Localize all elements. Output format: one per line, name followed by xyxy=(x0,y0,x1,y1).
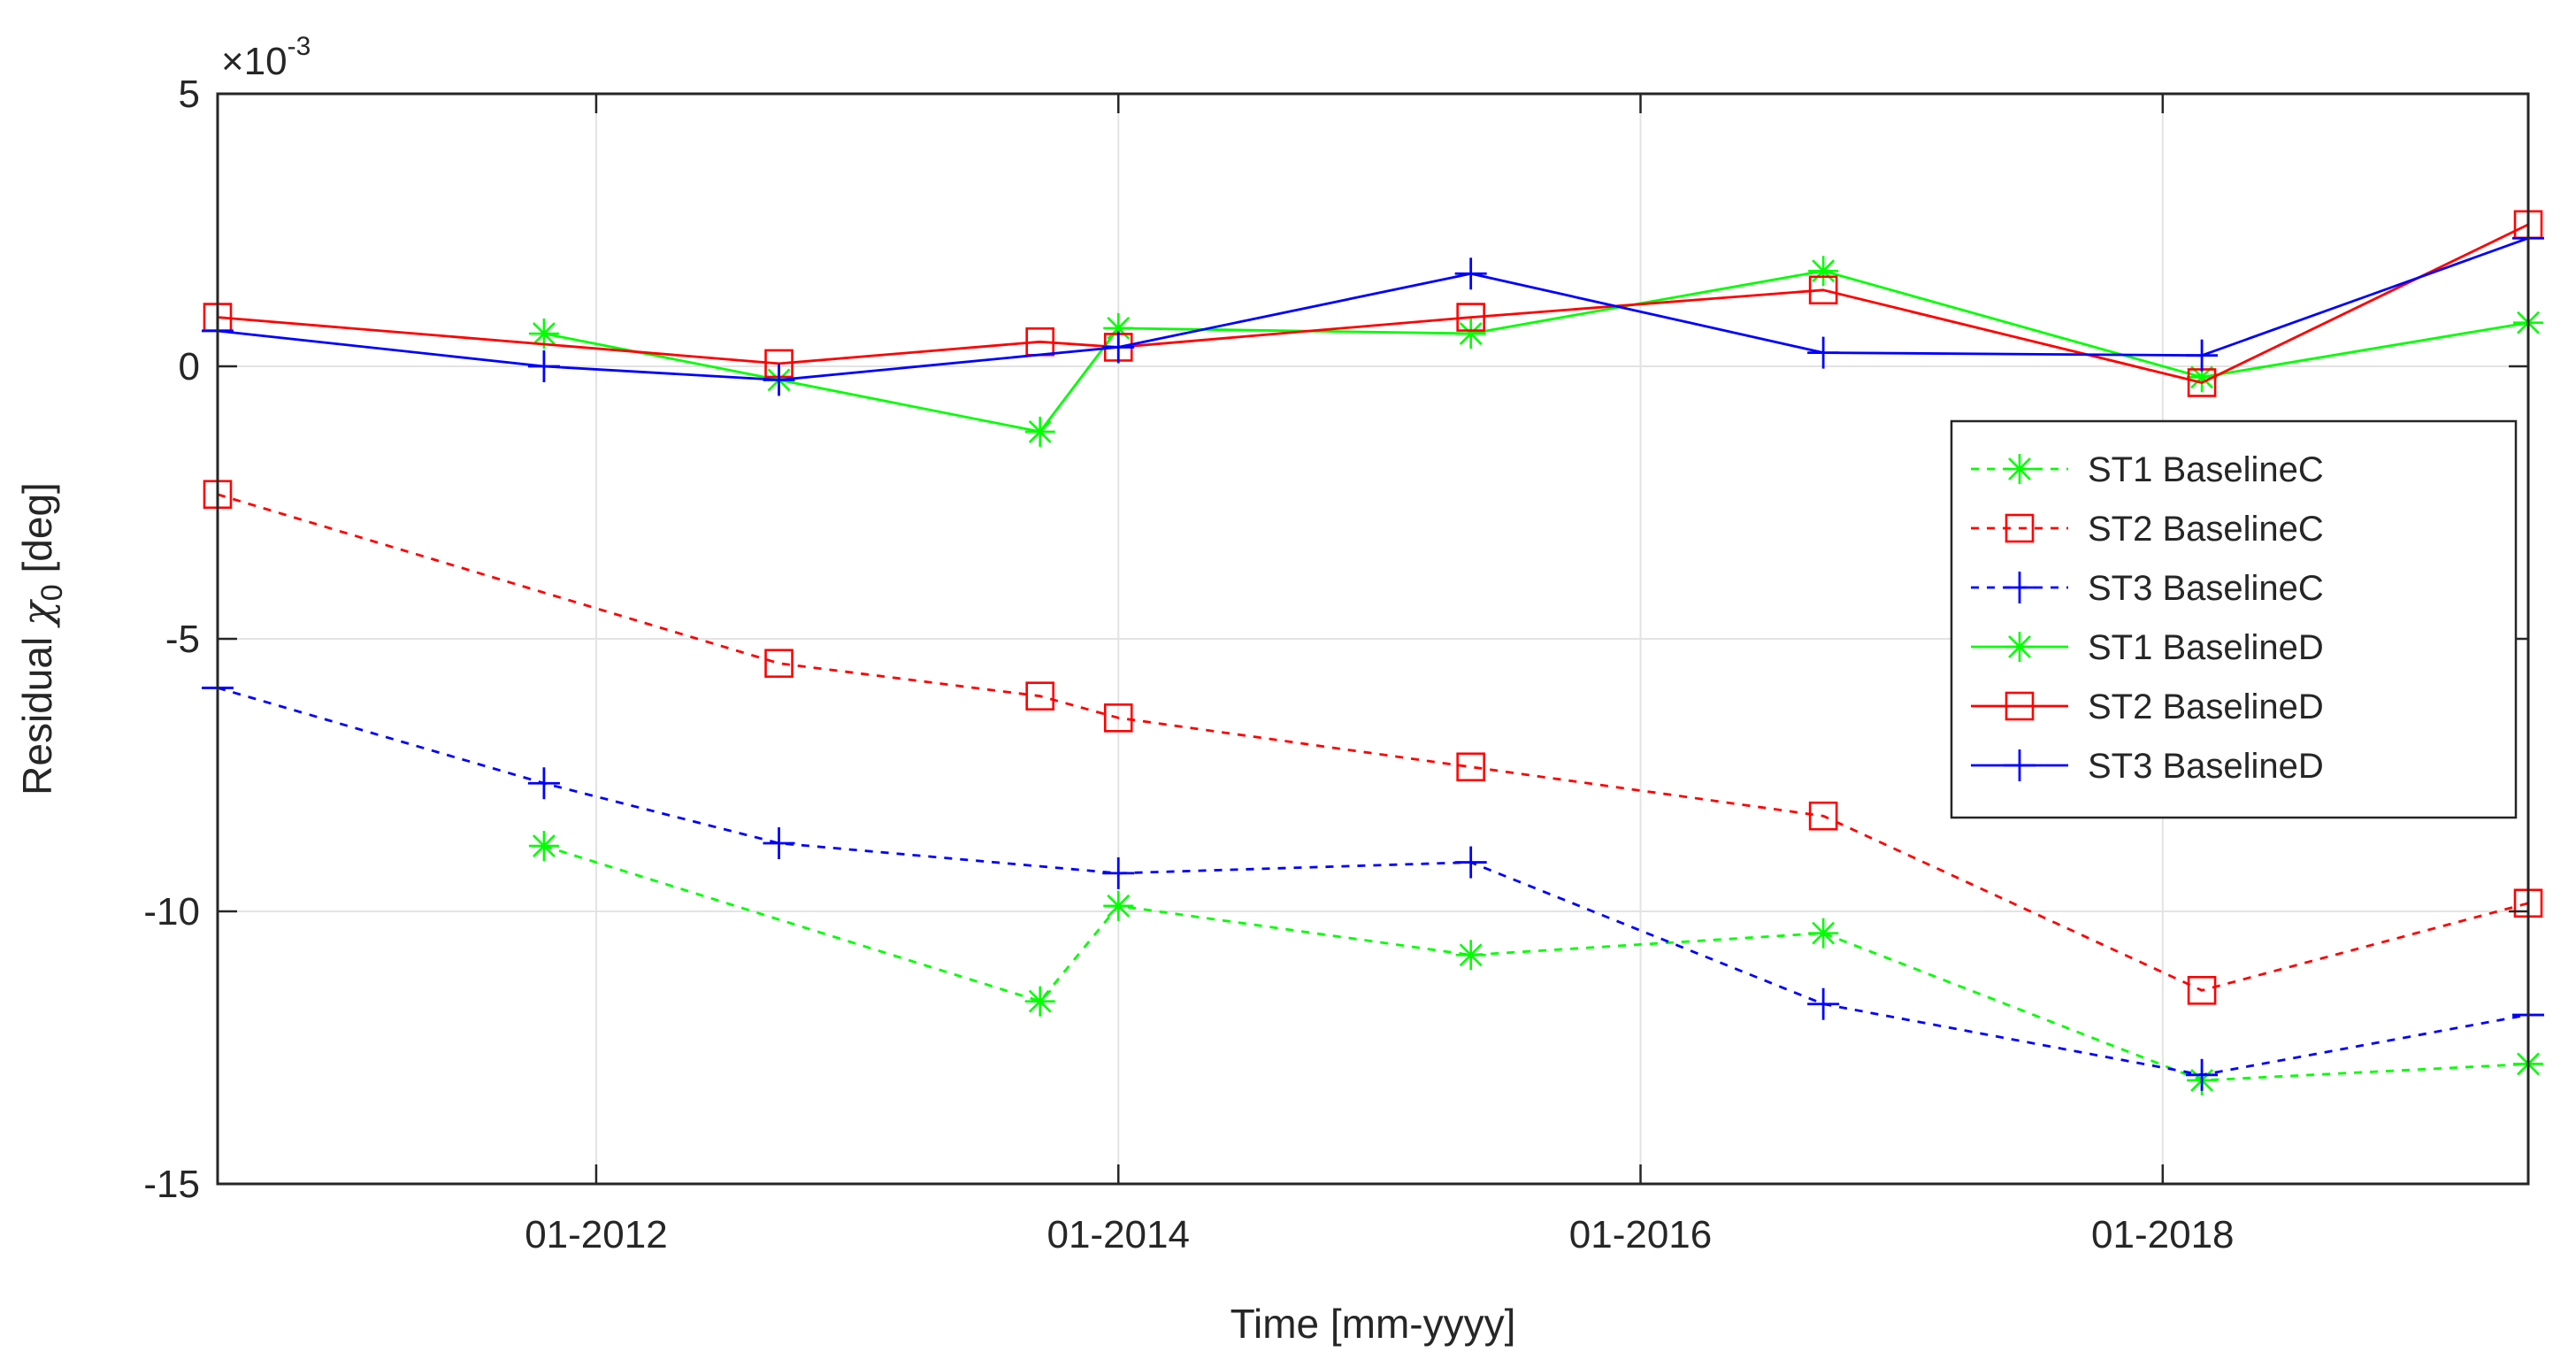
series-line-st3-baselined xyxy=(217,236,2529,381)
data-point-st1-baselinec xyxy=(1808,918,1839,949)
data-point-st3-baselinec xyxy=(1454,846,1487,879)
legend-label: ST2 BaselineC xyxy=(2088,510,2324,549)
data-point-st2-baselinec xyxy=(2187,976,2217,1005)
data-point-st2-baselinec xyxy=(1456,752,1485,782)
legend-entry-st2-baselinec: ST2 BaselineC xyxy=(1971,510,2324,549)
asterisk-marker-stroke xyxy=(2008,457,2031,480)
legend-entry-st1-baselined: ST1 BaselineD xyxy=(1971,628,2324,667)
x-tick-label: 01-2014 xyxy=(1046,1213,1189,1256)
square-marker-shape xyxy=(2187,976,2217,1005)
legend-marker xyxy=(2005,513,2035,543)
legend-entry-st2-baselined: ST2 BaselineD xyxy=(1971,688,2324,726)
legend-entry-st3-baselined: ST3 BaselineD xyxy=(1971,747,2324,786)
legend-label: ST1 BaselineD xyxy=(2088,628,2324,667)
data-point-st3-baselinec xyxy=(1102,857,1135,889)
y-tick-label: -15 xyxy=(143,1163,200,1206)
square-marker-shape xyxy=(1025,681,1054,711)
legend-marker xyxy=(2004,749,2036,781)
data-point-st1-baselinec xyxy=(1103,890,1134,921)
series-group xyxy=(202,210,2544,1095)
data-point-st1-baselinec xyxy=(1024,986,1055,1017)
data-point-st2-baselinec xyxy=(764,649,794,679)
legend-entry-st1-baselinec: ST1 BaselineC xyxy=(1971,450,2324,489)
x-tick-label: 01-2018 xyxy=(2091,1213,2234,1256)
data-point-st2-baselinec xyxy=(1808,801,1838,831)
data-point-st3-baselined xyxy=(527,350,560,382)
y-axis-label-suffix: [deg] xyxy=(14,482,60,584)
legend-marker xyxy=(2004,572,2036,603)
y-axis-label-chi: χ xyxy=(13,598,61,628)
asterisk-marker-stroke xyxy=(1107,894,1131,918)
square-marker-shape xyxy=(1103,703,1133,733)
square-marker-shape xyxy=(1456,752,1485,782)
data-point-st1-baselined xyxy=(528,319,559,350)
y-scale-base: ×10 xyxy=(221,40,288,83)
data-point-st3-baselined xyxy=(763,364,795,396)
legend: ST1 BaselineC ST2 BaselineC ST3 BaselineC S… xyxy=(1950,419,2518,819)
asterisk-marker-stroke xyxy=(1459,322,1483,345)
asterisk-marker-stroke xyxy=(1812,259,1836,283)
data-point-st1-baselined xyxy=(1024,416,1055,447)
series-line-st1-baselined xyxy=(543,269,2529,434)
x-axis-label: Time [mm-yyyy] xyxy=(1230,1301,1516,1347)
y-axis-label: Residual χ0 [deg] xyxy=(13,482,69,795)
legend-box xyxy=(1950,419,2518,819)
y-tick-label: 5 xyxy=(179,73,200,116)
asterisk-marker-stroke xyxy=(1459,943,1483,967)
legend-entry-st3-baselinec: ST3 BaselineC xyxy=(1971,569,2324,608)
data-point-st1-baselined xyxy=(1455,319,1486,350)
data-point-st3-baselined xyxy=(2186,339,2219,372)
asterisk-marker-stroke xyxy=(1028,989,1052,1013)
asterisk-marker-stroke xyxy=(1107,316,1131,340)
data-point-st3-baselinec xyxy=(1807,987,1840,1020)
square-marker-shape xyxy=(764,649,794,679)
data-point-st1-baselinec xyxy=(528,831,559,862)
legend-marker xyxy=(2005,691,2035,721)
legend-label: ST2 BaselineD xyxy=(2088,688,2324,726)
x-tick-label: 01-2016 xyxy=(1569,1213,1712,1256)
legend-label: ST1 BaselineC xyxy=(2088,450,2324,489)
data-point-st3-baselined xyxy=(1102,331,1135,364)
data-point-st3-baselinec xyxy=(527,767,560,800)
data-point-st2-baselined xyxy=(1808,275,1838,305)
data-point-st3-baselinec xyxy=(763,827,795,859)
asterisk-marker-stroke xyxy=(533,834,556,857)
legend-label: ST3 BaselineC xyxy=(2088,569,2324,608)
y-scale-exponent: -3 xyxy=(288,32,311,61)
square-marker-shape xyxy=(2005,691,2035,721)
legend-marker xyxy=(2005,632,2035,662)
y-scale-exponent-label: ×10-3 xyxy=(221,32,310,83)
data-point-st1-baselined xyxy=(1103,312,1134,343)
asterisk-marker-stroke xyxy=(1812,921,1836,945)
square-marker-shape xyxy=(1808,275,1838,305)
legend-label: ST3 BaselineD xyxy=(2088,747,2324,786)
series-line-st2-baselined xyxy=(217,223,2529,384)
data-point-st3-baselined xyxy=(1454,257,1487,290)
asterisk-marker-stroke xyxy=(1028,420,1052,443)
axis-ticks: 01-2012 01-2014 01-2016 01-2018 5 0 -5 -10 -15 xyxy=(143,73,2528,1256)
data-point-st2-baselinec xyxy=(1103,703,1133,733)
data-point-st2-baselined xyxy=(1456,303,1485,332)
x-tick-label: 01-2012 xyxy=(525,1213,667,1256)
asterisk-marker-stroke xyxy=(533,322,556,345)
data-point-st3-baselinec xyxy=(2186,1058,2219,1091)
y-axis-label-subscript: 0 xyxy=(35,584,69,601)
square-marker-shape xyxy=(1456,303,1485,332)
data-point-st3-baselined xyxy=(1807,336,1840,369)
legend-marker xyxy=(2005,454,2035,484)
y-tick-label: -5 xyxy=(165,618,200,661)
data-point-st1-baselinec xyxy=(1455,940,1486,971)
series-line-st3-baselinec xyxy=(217,687,2529,1077)
y-axis-label-prefix: Residual xyxy=(14,626,60,795)
square-marker-shape xyxy=(2005,513,2035,543)
asterisk-marker-stroke xyxy=(2008,635,2031,658)
square-marker-shape xyxy=(1808,801,1838,831)
y-tick-label: 0 xyxy=(179,345,200,388)
data-point-st1-baselined xyxy=(1808,256,1839,287)
y-tick-label: -10 xyxy=(143,890,200,933)
data-point-st2-baselinec xyxy=(1025,681,1054,711)
